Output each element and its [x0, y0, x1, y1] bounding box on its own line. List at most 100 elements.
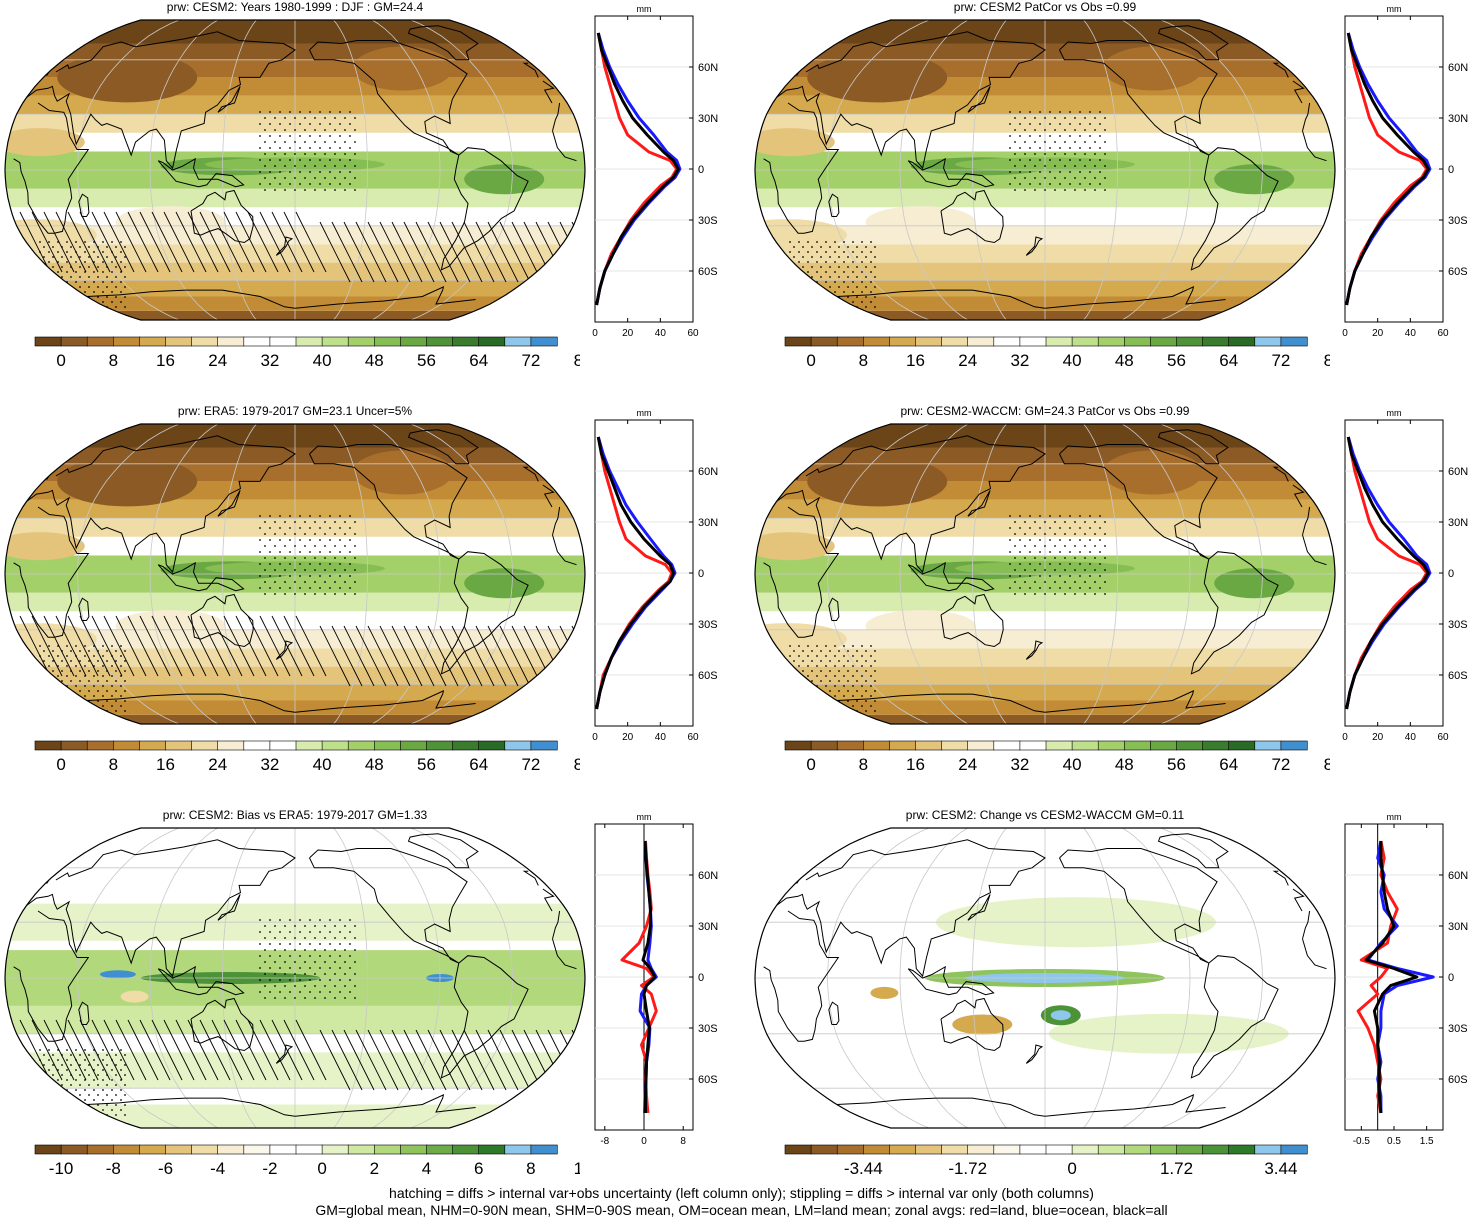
stipple-dot [289, 919, 291, 921]
stipple-dot [1089, 527, 1091, 529]
stipple-dot [97, 286, 99, 288]
stipple-dot [793, 266, 795, 268]
zonal-ytick-label: 30N [698, 921, 718, 933]
stipple-dot [324, 189, 326, 191]
hatch-line [163, 211, 195, 273]
stipple-dot [1009, 587, 1011, 589]
hatch-line [211, 1019, 243, 1081]
colorbar-tick-label: 24 [958, 755, 977, 774]
stipple-dot [1014, 165, 1016, 167]
stipple-dot [852, 281, 854, 283]
stipple-dot [39, 251, 41, 253]
stipple-dot [324, 997, 326, 999]
stipple-dot [1099, 171, 1101, 173]
stipple-dot [304, 153, 306, 155]
colorbar-cell [400, 336, 428, 347]
stipple-dot [349, 551, 351, 553]
stipple-dot [70, 276, 72, 278]
hatch-line [151, 1019, 183, 1081]
colorbar-cell [889, 1144, 917, 1155]
stipple-dot [1094, 581, 1096, 583]
stipple-dot [102, 1049, 104, 1051]
stipple-dot [97, 1054, 99, 1056]
stipple-dot [97, 306, 99, 308]
stipple-dot [39, 301, 41, 303]
stipple-dot [57, 261, 59, 263]
stipple-dot [269, 551, 271, 553]
stipple-dot [52, 1114, 54, 1116]
stipple-dot [259, 135, 261, 137]
stipple-dot [264, 937, 266, 939]
stipple-dot [324, 949, 326, 951]
coastline-africa [13, 102, 577, 234]
stipple-dot [70, 1054, 72, 1056]
stipple-dot [57, 271, 59, 273]
zonal-ytick-label: 60S [698, 670, 718, 682]
stipple-dot [97, 1064, 99, 1066]
coastlines [13, 25, 577, 309]
hatch-line [367, 625, 399, 687]
stipple-dot [120, 271, 122, 273]
stipple-dot [120, 1069, 122, 1071]
stipple-dot [329, 539, 331, 541]
stipple-dot [1064, 545, 1066, 547]
stipple-dot [349, 575, 351, 577]
map-title: prw: CESM2 PatCor vs Obs =0.99 [953, 0, 1137, 14]
stipple-dot [789, 655, 791, 657]
hatch-line [295, 211, 327, 273]
stipple-dot [274, 581, 276, 583]
colorbar-cell [993, 740, 1021, 751]
colorbar-cell [1228, 740, 1256, 751]
stipple-dot [816, 251, 818, 253]
stipple-dot [279, 539, 281, 541]
stipple-dot [1014, 141, 1016, 143]
stipple-dot [807, 705, 809, 707]
colorbar-cell [993, 336, 1021, 347]
stipple-dot [102, 301, 104, 303]
stipple-dot [79, 1054, 81, 1056]
colorbar-cell [373, 740, 401, 751]
stipple-dot [319, 955, 321, 957]
stipple-dot [124, 256, 126, 258]
colorbar-tick-label: 32 [260, 351, 279, 370]
stipple-dot [319, 575, 321, 577]
stipple-dot [299, 575, 301, 577]
stipple-dot [314, 545, 316, 547]
coastline-namerica [1059, 444, 1218, 560]
stipple-dot [39, 1089, 41, 1091]
stipple-dot [48, 675, 50, 677]
stipple-dot [124, 1114, 126, 1116]
hatch-line [199, 615, 231, 677]
stipple-dot [93, 1049, 95, 1051]
hatch-line [163, 615, 195, 677]
stipple-dot [309, 183, 311, 185]
stipple-dot [870, 291, 872, 293]
stipple-dot [57, 665, 59, 667]
colorbar-cell [1176, 336, 1204, 347]
stippling [39, 111, 356, 308]
stipple-dot [339, 967, 341, 969]
stipple-dot [111, 645, 113, 647]
coastline-indonesia [157, 157, 245, 188]
stipple-dot [1009, 183, 1011, 185]
stipple-dot [1104, 593, 1106, 595]
stipple-dot [1104, 165, 1106, 167]
stipple-dot [269, 955, 271, 957]
stipple-dot [309, 991, 311, 993]
stipple-dot [43, 286, 45, 288]
stipple-dot [354, 521, 356, 523]
stipple-dot [1099, 575, 1101, 577]
stipple-dot [861, 655, 863, 657]
stipple-dot [324, 557, 326, 559]
dry-region [807, 456, 948, 507]
stipple-dot [852, 261, 854, 263]
stipple-dot [93, 1069, 95, 1071]
stipple-dot [802, 670, 804, 672]
stipple-dot [79, 256, 81, 258]
colorbar-cell [967, 336, 995, 347]
colorbar-cell [400, 1144, 428, 1155]
hatch-line [151, 615, 183, 677]
zonal-ytick-label: 30N [1448, 517, 1468, 529]
colorbar-tick-label: 16 [156, 755, 175, 774]
colorbar-cell [941, 740, 969, 751]
